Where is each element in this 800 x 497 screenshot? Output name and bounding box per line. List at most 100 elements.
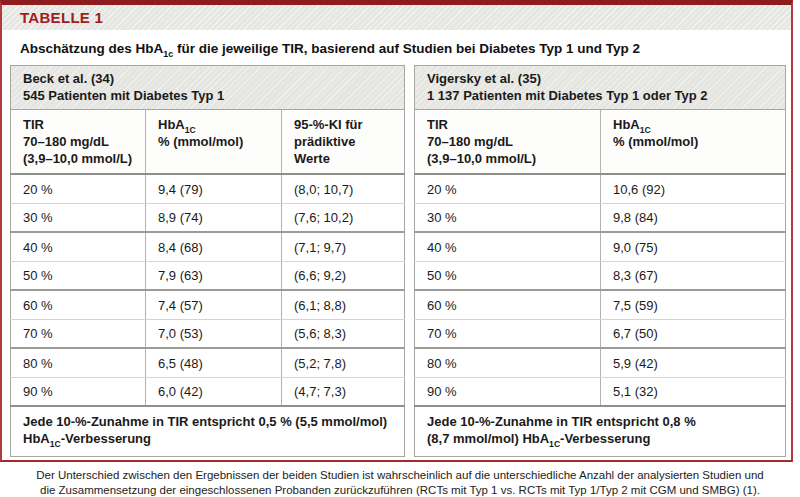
hba1c-cell: 7,4 (57) (146, 290, 282, 319)
table-row: 90 %6,0 (42)(4,7; 7,3) (11, 377, 405, 406)
hba1c-cell: 9,4 (79) (146, 174, 282, 203)
summary-note-line2-pre: HbA (23, 431, 50, 446)
summary-note-line1: Jede 10-%-Zunahme in TIR entspricht 0,8 … (427, 414, 696, 429)
summary-note: Jede 10-%-Zunahme in TIR entspricht 0,8 … (415, 406, 786, 456)
table-row: 70 %6,7 (50) (415, 319, 786, 348)
summary-note-subscript: 1C (50, 439, 61, 449)
study-header-cell: Beck et al. (34) 545 Patienten mit Diabe… (11, 66, 405, 110)
tir-cell: 20 % (11, 174, 146, 203)
tir-cell: 50 % (11, 261, 146, 290)
ci-cell: (5,6; 8,3) (282, 319, 405, 348)
tir-cell: 80 % (11, 348, 146, 377)
hba1c-cell: 6,5 (48) (146, 348, 282, 377)
table-row: 50 %7,9 (63)(6,6; 9,2) (11, 261, 405, 290)
column-header-row: TIR 70–180 mg/dL (3,9–10,0 mmol/L) HbA1C… (11, 110, 405, 174)
ci-cell: (8,0; 10,7) (282, 174, 405, 203)
summary-note-line2-post: -Verbesserung (61, 431, 151, 446)
hba1c-cell: 6,7 (50) (601, 319, 786, 348)
tir-cell: 30 % (415, 203, 601, 232)
table-row: 30 %9,8 (84) (415, 203, 786, 232)
table-title: Abschätzung des HbA1c für die jeweilige … (2, 30, 791, 65)
summary-note-subscript: 1C (549, 439, 560, 449)
tir-cell: 70 % (415, 319, 601, 348)
study-name: Beck et al. (34) (23, 71, 114, 86)
study-cohort: 1 137 Patienten mit Diabetes Typ 1 oder … (427, 88, 708, 103)
ci-cell: (7,6; 10,2) (282, 203, 405, 232)
table-title-post: für die jeweilige TIR, basierend auf Stu… (173, 41, 640, 56)
summary-note: Jede 10-%-Zunahme in TIR entspricht 0,5 … (11, 406, 405, 456)
table-title-pre: Abschätzung des HbA (20, 41, 163, 56)
ci-cell: (6,6; 9,2) (282, 261, 405, 290)
tir-header-line3: (3,9–10,0 mmol/L) (23, 151, 132, 166)
table-row: 30 %8,9 (74)(7,6; 10,2) (11, 203, 405, 232)
table-row: 20 %10,6 (92) (415, 174, 786, 203)
table-row: 60 %7,5 (59) (415, 290, 786, 319)
ci-cell: (6,1; 8,8) (282, 290, 405, 319)
ci-cell: (7,1; 9,7) (282, 232, 405, 261)
ci-header-line1: 95-%-KI für (294, 117, 363, 132)
hba1c-cell: 8,9 (74) (146, 203, 282, 232)
table-caption: Der Unterschied zwischen den Ergebnissen… (0, 468, 800, 497)
hba1c-cell: 5,9 (42) (601, 348, 786, 377)
hba1c-column-header: HbA1C % (mmol/mol) (146, 110, 282, 174)
summary-note-line1: Jede 10-%-Zunahme in TIR entspricht 0,5 … (23, 414, 387, 429)
tir-cell: 40 % (11, 232, 146, 261)
tir-column-header: TIR 70–180 mg/dL (3,9–10,0 mmol/L) (415, 110, 601, 174)
table-title-subscript: 1c (163, 49, 173, 59)
table-row: 90 %5,1 (32) (415, 377, 786, 406)
column-header-row: TIR 70–180 mg/dL (3,9–10,0 mmol/L) HbA1C… (415, 110, 786, 174)
vigersky-study-table: Vigersky et al. (35) 1 137 Patienten mit… (414, 65, 786, 457)
tir-cell: 50 % (415, 261, 601, 290)
table-row: 40 %8,4 (68)(7,1; 9,7) (11, 232, 405, 261)
table-row: 70 %7,0 (53)(5,6; 8,3) (11, 319, 405, 348)
study-cohort: 545 Patienten mit Diabetes Typ 1 (23, 88, 224, 103)
tir-cell: 90 % (415, 377, 601, 406)
beck-study-table: Beck et al. (34) 545 Patienten mit Diabe… (10, 65, 405, 457)
hba1c-cell: 9,8 (84) (601, 203, 786, 232)
tir-column-header: TIR 70–180 mg/dL (3,9–10,0 mmol/L) (11, 110, 146, 174)
summary-note-row: Jede 10-%-Zunahme in TIR entspricht 0,8 … (415, 406, 786, 456)
table-row: 80 %6,5 (48)(5,2; 7,8) (11, 348, 405, 377)
ci-cell: (4,7; 7,3) (282, 377, 405, 406)
hba1c-header-line2: % (mmol/mol) (613, 134, 698, 149)
table-row: 40 %9,0 (75) (415, 232, 786, 261)
table-row: 60 %7,4 (57)(6,1; 8,8) (11, 290, 405, 319)
summary-note-line2-post: -Verbesserung (560, 431, 650, 446)
caption-line1: Der Unterschied zwischen den Ergebnissen… (0, 468, 800, 483)
table-row: 80 %5,9 (42) (415, 348, 786, 377)
caption-line2: die Zusammensetzung der eingeschlossenen… (0, 483, 800, 497)
tir-cell: 60 % (11, 290, 146, 319)
tir-header-line2: 70–180 mg/dL (427, 134, 513, 149)
tir-cell: 80 % (415, 348, 601, 377)
tir-cell: 30 % (11, 203, 146, 232)
hba1c-header-line2: % (mmol/mol) (158, 134, 243, 149)
tir-cell: 20 % (415, 174, 601, 203)
study-name: Vigersky et al. (35) (427, 71, 541, 86)
tir-cell: 70 % (11, 319, 146, 348)
hba1c-cell: 9,0 (75) (601, 232, 786, 261)
table-row: 20 %9,4 (79)(8,0; 10,7) (11, 174, 405, 203)
ci-header-line2: prädiktive Werte (294, 134, 355, 166)
hba1c-cell: 10,6 (92) (601, 174, 786, 203)
hba1c-column-header: HbA1C % (mmol/mol) (601, 110, 786, 174)
tir-header-line3: (3,9–10,0 mmol/L) (427, 151, 536, 166)
tir-header-line1: TIR (23, 117, 44, 132)
study-header-cell: Vigersky et al. (35) 1 137 Patienten mit… (415, 66, 786, 110)
hba1c-cell: 7,5 (59) (601, 290, 786, 319)
ci-cell: (5,2; 7,8) (282, 348, 405, 377)
tables-container: Beck et al. (34) 545 Patienten mit Diabe… (2, 65, 791, 457)
table-number-label: TABELLE 1 (20, 9, 103, 26)
table-box-frame: TABELLE 1 Abschätzung des HbA1c für die … (0, 0, 793, 462)
summary-note-row: Jede 10-%-Zunahme in TIR entspricht 0,5 … (11, 406, 405, 456)
study-header-row: Vigersky et al. (35) 1 137 Patienten mit… (415, 66, 786, 110)
hba1c-header-pre: HbA (158, 117, 185, 132)
tir-header-line1: TIR (427, 117, 448, 132)
tir-cell: 40 % (415, 232, 601, 261)
study-header-row: Beck et al. (34) 545 Patienten mit Diabe… (11, 66, 405, 110)
table-row: 50 %8,3 (67) (415, 261, 786, 290)
ci-column-header: 95-%-KI für prädiktive Werte (282, 110, 405, 174)
hba1c-header-pre: HbA (613, 117, 640, 132)
hba1c-cell: 8,3 (67) (601, 261, 786, 290)
tir-header-line2: 70–180 mg/dL (23, 134, 109, 149)
hba1c-cell: 7,0 (53) (146, 319, 282, 348)
